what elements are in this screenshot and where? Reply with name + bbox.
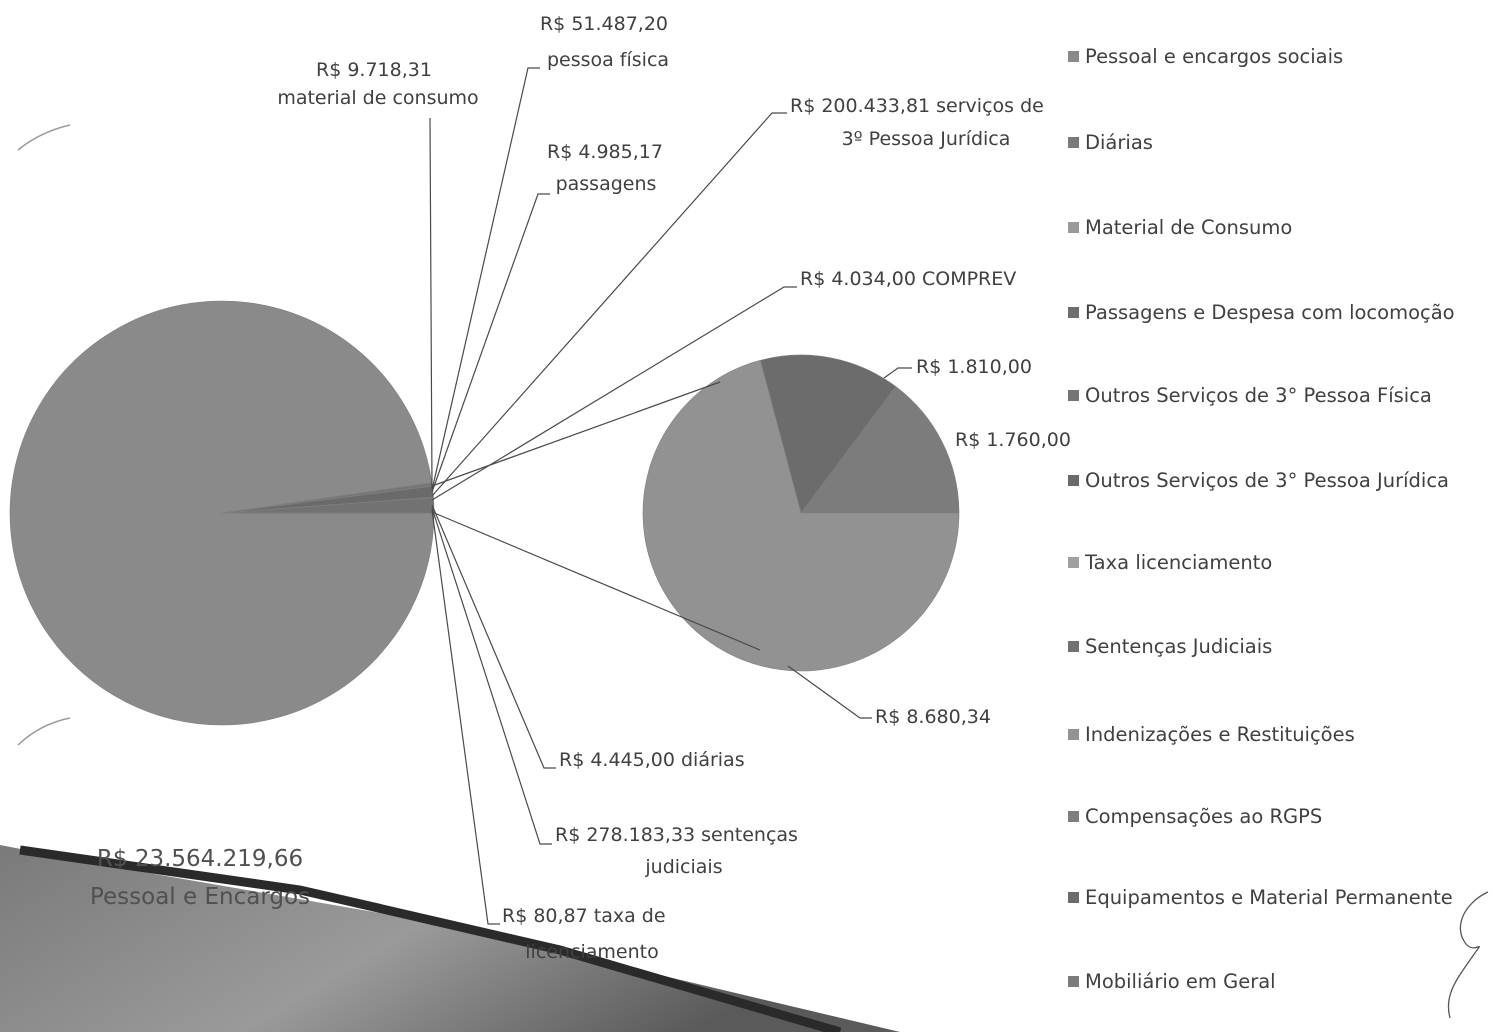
- legend-item-pessoal-e-encargos-sociais: Pessoal e encargos sociais: [1068, 45, 1343, 68]
- legend-item-mobiliario-em-geral: Mobiliário em Geral: [1068, 970, 1276, 993]
- label-material-consumo-text: material de consumo: [277, 87, 478, 109]
- legend-swatch: [1068, 475, 1079, 486]
- legend-item-compensacoes-ao-rgps: Compensações ao RGPS: [1068, 805, 1322, 828]
- label-pessoa-juridica-value: R$ 200.433,81 serviços de: [790, 95, 1044, 117]
- label-taxa-text: licenciamento: [525, 941, 658, 963]
- legend-item-passagens-e-despesa-com-locomocao: Passagens e Despesa com locomoção: [1068, 301, 1455, 324]
- label-pessoal-value: R$ 23.564.219,66: [97, 846, 303, 872]
- legend-label: Mobiliário em Geral: [1085, 970, 1276, 993]
- legend-swatch: [1068, 557, 1079, 568]
- legend-item-sentencas-judiciais: Sentenças Judiciais: [1068, 635, 1272, 658]
- legend-swatch: [1068, 222, 1079, 233]
- legend-item-taxa-licenciamento: Taxa licenciamento: [1068, 551, 1272, 574]
- label-sentencas-text: judiciais: [644, 856, 722, 878]
- label-equipamentos: R$ 1.760,00: [955, 429, 1071, 451]
- legend-swatch: [1068, 892, 1079, 903]
- legend-label: Passagens e Despesa com locomoção: [1085, 301, 1455, 324]
- leader-mobiliario: [883, 367, 912, 379]
- main-pie: [9, 300, 435, 726]
- signature-mark: [1447, 891, 1489, 1019]
- legend-label: Diárias: [1085, 131, 1153, 154]
- legend-swatch: [1068, 137, 1079, 148]
- legend-swatch: [1068, 976, 1079, 987]
- leader-comprev: [431, 286, 797, 501]
- legend-swatch: [1068, 729, 1079, 740]
- legend-item-material-de-consumo: Material de Consumo: [1068, 216, 1292, 239]
- label-comprev: R$ 4.034,00 COMPREV: [800, 268, 1016, 290]
- legend-item-equipamentos-e-material-permanente: Equipamentos e Material Permanente: [1068, 886, 1453, 909]
- page-shadow-fold: [0, 845, 900, 1032]
- legend-label: Pessoal e encargos sociais: [1085, 45, 1344, 68]
- legend-label: Taxa licenciamento: [1085, 551, 1273, 574]
- label-passagens-text: passagens: [556, 173, 657, 195]
- legend-label: Equipamentos e Material Permanente: [1085, 886, 1453, 909]
- label-passagens-value: R$ 4.985,17: [547, 141, 663, 163]
- leader-diarias: [431, 504, 556, 769]
- leader-connector-top: [431, 381, 721, 487]
- legend-swatch: [1068, 641, 1079, 652]
- legend-label: Outros Serviços de 3° Pessoa Jurídica: [1085, 469, 1449, 492]
- label-indenizacoes: R$ 8.680,34: [875, 706, 991, 728]
- legend-label: Sentenças Judiciais: [1085, 635, 1273, 658]
- leader-indenizacoes: [787, 665, 872, 719]
- leader-sentencas: [431, 507, 552, 845]
- leader-connector-bottom: [431, 511, 761, 651]
- binder-hole-top: [17, 124, 71, 151]
- legend-swatch: [1068, 390, 1079, 401]
- data-labels: R$ 9.718,31 material de consumo R$ 51.48…: [90, 13, 1071, 963]
- label-material-consumo-value: R$ 9.718,31: [316, 59, 432, 81]
- legend-item-outros-servicos-de-3-pessoa-juridica: Outros Serviços de 3° Pessoa Jurídica: [1068, 469, 1449, 492]
- label-sentencas-value: R$ 278.183,33 sentenças: [555, 824, 798, 846]
- secondary-pie-slice-equipamentos-e-material-permanente: [759, 354, 897, 514]
- page-shadow-edge: [19, 845, 842, 1032]
- secondary-pie-slice-mobiliario-em-geral: [800, 386, 960, 514]
- secondary-pie-slice-indenizacoes-e-restituicoes: [642, 359, 960, 672]
- label-mobiliario: R$ 1.810,00: [916, 356, 1032, 378]
- binder-hole-bottom: [17, 717, 71, 746]
- label-pessoal-text: Pessoal e Encargos: [90, 884, 310, 910]
- label-pessoa-fisica-value: R$ 51.487,20: [540, 13, 668, 35]
- legend-item-indenizacoes-e-restituicoes: Indenizações e Restituições: [1068, 723, 1355, 746]
- label-pessoa-juridica-text: 3º Pessoa Jurídica: [842, 128, 1011, 150]
- legend-swatch: [1068, 307, 1079, 318]
- leader-pessoa-juridica: [431, 112, 787, 497]
- label-pessoa-fisica-text: pessoa física: [547, 49, 669, 71]
- label-diarias: R$ 4.445,00 diárias: [559, 749, 745, 771]
- leader-pessoa-fisica: [431, 67, 540, 491]
- label-taxa-value: R$ 80,87 taxa de: [502, 905, 666, 927]
- legend-label: Material de Consumo: [1085, 216, 1293, 239]
- leader-lines: [429, 67, 912, 925]
- legend-swatch: [1068, 51, 1079, 62]
- legend-label: Indenizações e Restituições: [1085, 723, 1355, 746]
- legend-label: Compensações ao RGPS: [1085, 805, 1323, 828]
- legend-swatch: [1068, 811, 1079, 822]
- leader-taxa: [431, 509, 500, 925]
- leader-material-consumo: [429, 117, 433, 489]
- legend-item-diarias: Diárias: [1068, 131, 1153, 154]
- secondary-pie: [642, 354, 960, 672]
- legend-label: Outros Serviços de 3° Pessoa Física: [1085, 384, 1432, 407]
- legend-item-outros-servicos-de-3-pessoa-fisica: Outros Serviços de 3° Pessoa Física: [1068, 384, 1432, 407]
- leader-passagens: [431, 193, 550, 493]
